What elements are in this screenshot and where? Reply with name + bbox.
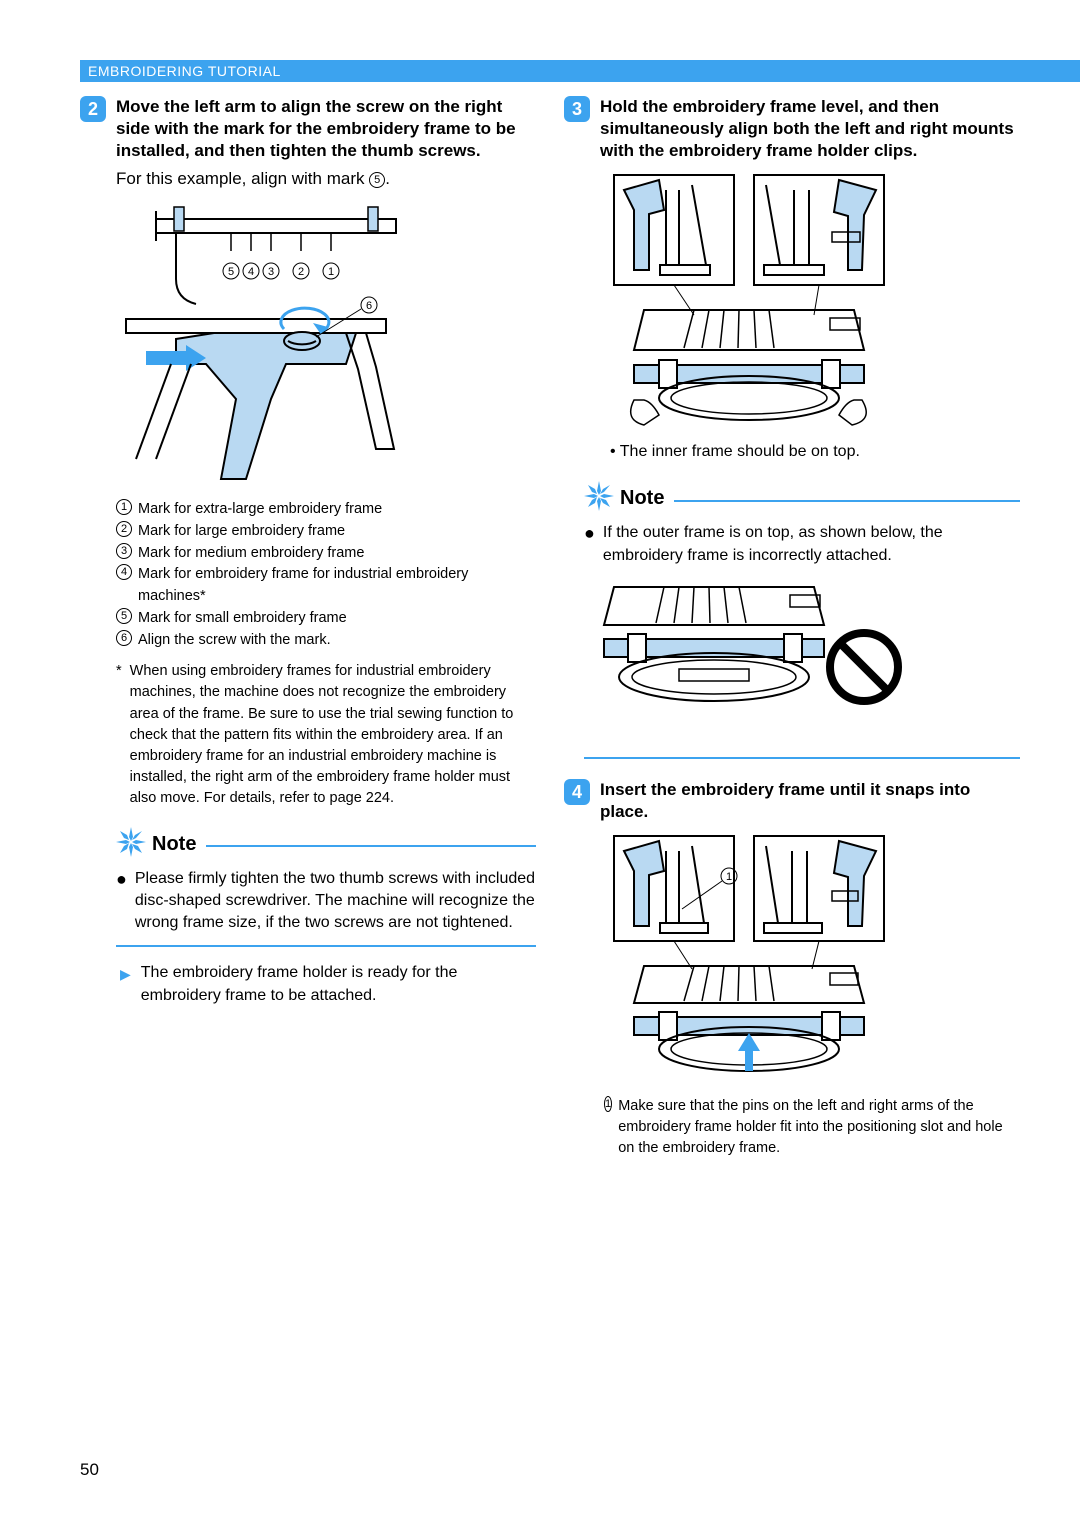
note-label: Note [620, 487, 664, 510]
svg-text:6: 6 [366, 300, 372, 312]
step-2: 2 Move the left arm to align the screw o… [80, 96, 536, 162]
svg-text:2: 2 [298, 266, 304, 278]
svg-text:5: 5 [228, 266, 234, 278]
note-burst-icon [116, 827, 146, 862]
note-right: Note ● If the outer frame is on top, as … [584, 481, 1020, 759]
diagram-step3 [604, 170, 1020, 430]
note-bullet-icon: ● [584, 524, 595, 567]
note-body-text: Please firmly tighten the two thumb scre… [135, 868, 536, 935]
note-burst-icon [584, 481, 614, 516]
step-badge-3: 3 [564, 96, 590, 122]
triangle-icon: ▶ [120, 964, 131, 1007]
note-rule [206, 845, 536, 847]
left-column: 2 Move the left arm to align the screw o… [80, 96, 536, 1159]
svg-text:4: 4 [248, 266, 254, 278]
step-badge-2: 2 [80, 96, 106, 122]
step-2-title: Move the left arm to align the screw on … [116, 96, 536, 162]
step-4: 4 Insert the embroidery frame until it s… [564, 779, 1020, 823]
legend-step4: 1 Make sure that the pins on the left an… [604, 1096, 1020, 1159]
header-bar: EMBROIDERING TUTORIAL [80, 60, 1080, 82]
page-content: 2 Move the left arm to align the screw o… [80, 96, 1020, 1159]
note-rule [674, 500, 1020, 502]
legend-step2: 1Mark for extra-large embroidery frame 2… [116, 499, 536, 651]
step-2-sub: For this example, align with mark 5. [116, 168, 536, 191]
diagram-step2: 5 4 3 2 1 6 [116, 199, 536, 489]
note-bullet-icon: ● [116, 870, 127, 935]
svg-text:1: 1 [726, 871, 732, 883]
note-label: Note [152, 833, 196, 856]
note-left: Note ● Please firmly tighten the two thu… [116, 827, 536, 947]
step-badge-4: 4 [564, 779, 590, 805]
svg-text:1: 1 [328, 266, 334, 278]
right-column: 3 Hold the embroidery frame level, and t… [564, 96, 1020, 1159]
step-4-title: Insert the embroidery frame until it sna… [600, 779, 1020, 823]
inner-top-line: • The inner frame should be on top. [610, 440, 1020, 463]
step-3: 3 Hold the embroidery frame level, and t… [564, 96, 1020, 162]
ready-line: ▶ The embroidery frame holder is ready f… [120, 961, 536, 1007]
header-title: EMBROIDERING TUTORIAL [80, 63, 281, 79]
step-3-title: Hold the embroidery frame level, and the… [600, 96, 1020, 162]
footnote: * When using embroidery frames for indus… [116, 661, 536, 808]
svg-text:3: 3 [268, 266, 274, 278]
note-body-text: If the outer frame is on top, as shown b… [603, 522, 1020, 567]
diagram-step4: 1 [604, 831, 1020, 1086]
page-number: 50 [80, 1460, 99, 1480]
diagram-incorrect [584, 577, 1020, 737]
